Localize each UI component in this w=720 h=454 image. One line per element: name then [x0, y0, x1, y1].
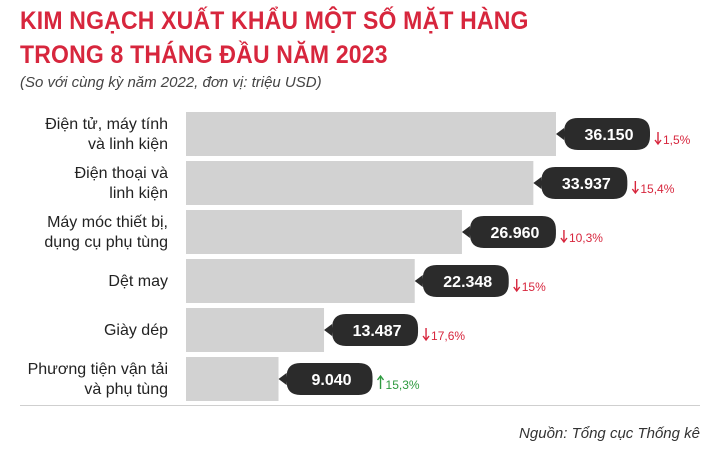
change-label-2: 10,3% — [569, 231, 603, 245]
value-label-1: 33.937 — [562, 176, 611, 193]
change-arrowhead-icon-2 — [560, 237, 568, 244]
value-label-4: 13.487 — [353, 323, 402, 340]
category-label-0: Điện tử, máy tính và linh kiện — [45, 116, 168, 153]
bar-3 — [186, 259, 415, 303]
change-arrowhead-icon-5 — [376, 374, 385, 381]
category-label-4: Giày dép — [104, 322, 168, 339]
bar-5 — [186, 357, 279, 401]
category-label-5: Phương tiện vận tải và phụ tùng — [28, 361, 168, 398]
value-label-0: 36.150 — [585, 127, 634, 144]
category-label-1: Điện thoại và linh kiện — [75, 165, 168, 202]
value-label-3: 22.348 — [443, 274, 492, 291]
category-label-3: Dệt may — [108, 273, 168, 290]
bar-4 — [186, 308, 325, 352]
chart-title-line-1: KIM NGẠCH XUẤT KHẨU MỘT SỐ MẶT HÀNG — [20, 7, 529, 35]
chart-subtitle: (So với cùng kỳ năm 2022, đơn vị: triệu … — [20, 74, 322, 91]
change-arrowhead-icon-1 — [631, 188, 639, 195]
value-label-5: 9.040 — [312, 372, 352, 389]
value-badge-2 — [461, 216, 556, 248]
value-badge-3 — [414, 265, 509, 297]
change-label-4: 17,6% — [431, 329, 465, 343]
change-arrowhead-icon-4 — [422, 335, 430, 342]
bar-0 — [186, 112, 556, 156]
category-label-2: Máy móc thiết bị, dụng cụ phụ tùng — [44, 214, 168, 251]
value-badge-1 — [533, 167, 628, 199]
value-label-2: 26.960 — [490, 225, 539, 242]
chart-title-line-2: TRONG 8 THÁNG ĐẦU NĂM 2023 — [20, 41, 388, 69]
value-badge-5 — [278, 363, 373, 395]
value-badge-4 — [324, 314, 419, 346]
change-label-0: 1,5% — [663, 133, 691, 147]
footer-divider — [20, 405, 700, 406]
change-arrowhead-icon-0 — [654, 139, 662, 146]
source-note: Nguồn: Tổng cục Thống kê — [519, 425, 700, 442]
change-arrowhead-icon-3 — [513, 286, 521, 293]
bar-2 — [186, 210, 462, 254]
change-label-5: 15,3% — [386, 378, 420, 392]
value-badge-0 — [556, 118, 650, 150]
change-label-3: 15% — [522, 280, 546, 294]
bar-1 — [186, 161, 534, 205]
change-label-1: 15,4% — [640, 182, 674, 196]
